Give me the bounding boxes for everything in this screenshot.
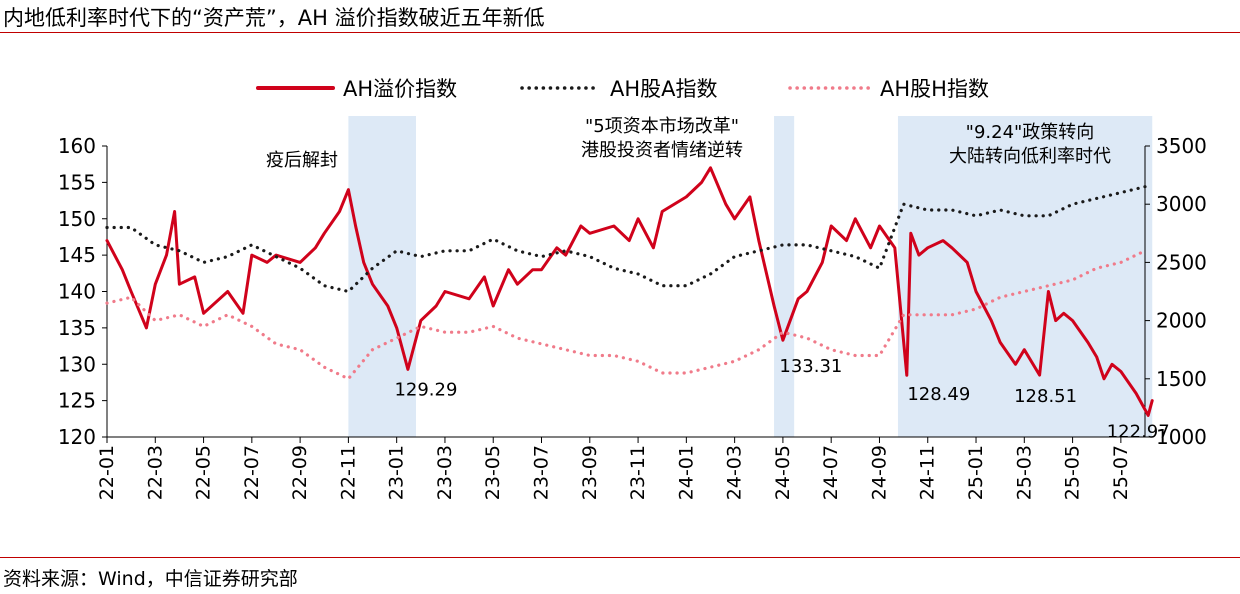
- y-right-tick-label: 2500: [1156, 250, 1207, 274]
- x-tick-label: 24-03: [724, 445, 746, 500]
- data-label: 133.31: [779, 356, 842, 377]
- x-tick-label: 24-07: [820, 445, 842, 500]
- y-right-tick-label: 3500: [1156, 134, 1207, 158]
- shaded-period-3: [897, 116, 1153, 437]
- data-label: 128.51: [1014, 386, 1077, 407]
- shaded-period-label: 疫后解封: [266, 150, 338, 171]
- series-line-1: [105, 166, 1154, 417]
- title-divider: [0, 32, 1240, 33]
- x-tick-label: 24-05: [772, 445, 794, 500]
- ah-premium-chart: 疫后解封 "5项资本市场改革" 港股投资者情绪逆转 "9.24"政策转向大陆转向低利率…: [58, 77, 1207, 500]
- legend-label-2: AH股A指数: [610, 77, 718, 101]
- y-left-tick-label: 130: [58, 352, 96, 376]
- x-tick-label: 23-03: [434, 445, 456, 500]
- x-tick-label: 22-11: [337, 445, 359, 500]
- x-tick-label: 24-11: [917, 445, 939, 500]
- y-left-tick-label: 135: [58, 316, 96, 340]
- data-label: 122.97: [1107, 421, 1170, 442]
- x-tick-label: 25-03: [1013, 445, 1035, 500]
- series-line-3: [105, 249, 1147, 381]
- shaded-period-1: [348, 116, 416, 437]
- y-right-tick-label: 2000: [1156, 309, 1207, 333]
- data-label: 128.49: [907, 384, 970, 405]
- footer-divider: [0, 557, 1240, 558]
- y-left-tick-label: 150: [58, 207, 96, 231]
- x-tick-label: 23-11: [627, 445, 649, 500]
- source-note: 资料来源：Wind，中信证券研究部: [3, 568, 298, 590]
- x-tick-label: 23-05: [482, 445, 504, 500]
- legend-label-3: AH股H指数: [880, 77, 989, 101]
- legend-label-1: AH溢价指数: [343, 77, 457, 101]
- x-tick-label: 22-03: [144, 445, 166, 500]
- y-right-tick-label: 1500: [1156, 367, 1207, 391]
- shaded-period-label: "9.24"政策转向: [966, 122, 1095, 143]
- y-left-tick-label: 125: [58, 389, 96, 413]
- x-tick-label: 25-05: [1062, 445, 1084, 500]
- x-tick-label: 23-09: [579, 445, 601, 500]
- shaded-period-2: [774, 116, 795, 437]
- x-tick-label: 24-09: [868, 445, 890, 500]
- x-tick-label: 24-01: [675, 445, 697, 500]
- page-title: 内地低利率时代下的“资产荒”，AH 溢价指数破近五年新低: [3, 6, 545, 30]
- y-left-tick-label: 160: [58, 134, 96, 158]
- y-right-tick-label: 1000: [1156, 425, 1207, 449]
- shaded-period-label: "5项资本市场改革": [585, 116, 739, 137]
- y-left-tick-label: 145: [58, 243, 96, 267]
- y-left-tick-label: 155: [58, 170, 96, 194]
- shaded-period-label: 大陆转向低利率时代: [949, 146, 1111, 167]
- y-left-tick-label: 120: [58, 425, 96, 449]
- x-tick-label: 22-09: [289, 445, 311, 500]
- x-tick-label: 23-07: [531, 445, 553, 500]
- y-left-tick-label: 140: [58, 280, 96, 304]
- x-tick-label: 22-01: [96, 445, 118, 500]
- y-right-tick-label: 3000: [1156, 192, 1207, 216]
- x-tick-label: 23-01: [386, 445, 408, 500]
- x-tick-label: 25-07: [1110, 445, 1132, 500]
- x-tick-label: 22-07: [241, 445, 263, 500]
- x-tick-label: 22-05: [193, 445, 215, 500]
- data-label: 129.29: [394, 379, 457, 400]
- shaded-period-label: 港股投资者情绪逆转: [581, 140, 743, 161]
- x-tick-label: 25-01: [965, 445, 987, 500]
